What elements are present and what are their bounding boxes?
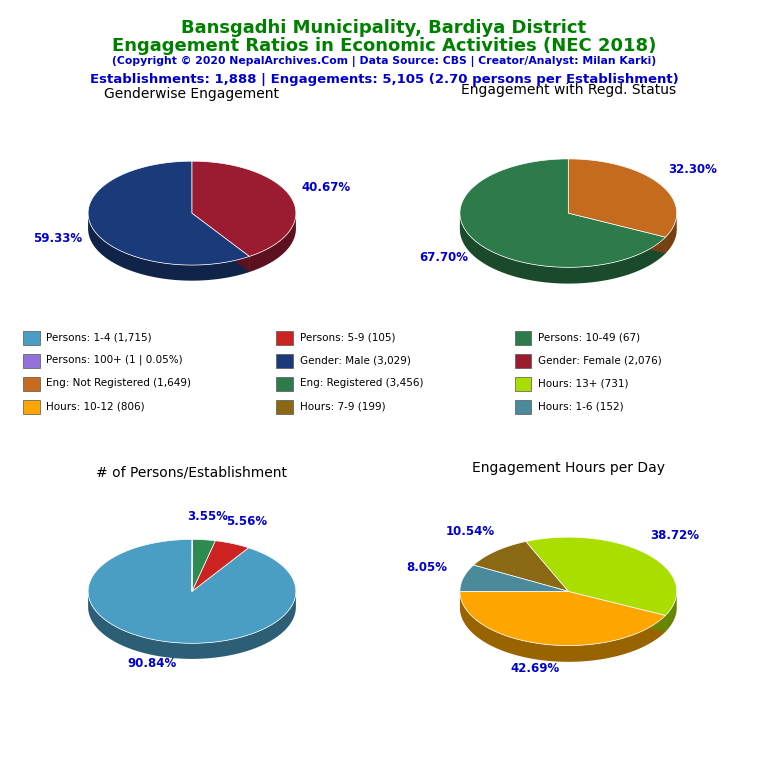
Text: 32.30%: 32.30%	[668, 163, 717, 176]
Title: Genderwise Engagement: Genderwise Engagement	[104, 87, 280, 101]
Polygon shape	[88, 591, 296, 659]
Polygon shape	[192, 541, 249, 591]
Text: Gender: Female (2,076): Gender: Female (2,076)	[538, 355, 661, 366]
Text: 38.72%: 38.72%	[650, 529, 699, 542]
Polygon shape	[568, 591, 666, 631]
Text: Eng: Not Registered (1,649): Eng: Not Registered (1,649)	[46, 378, 191, 389]
Text: 90.84%: 90.84%	[127, 657, 177, 670]
Polygon shape	[460, 159, 666, 267]
Text: 67.70%: 67.70%	[419, 250, 468, 263]
Text: 5.56%: 5.56%	[226, 515, 267, 528]
Polygon shape	[568, 214, 666, 253]
Text: Persons: 1-4 (1,715): Persons: 1-4 (1,715)	[46, 332, 152, 343]
Text: Engagement Ratios in Economic Activities (NEC 2018): Engagement Ratios in Economic Activities…	[112, 37, 656, 55]
Text: Hours: 7-9 (199): Hours: 7-9 (199)	[300, 401, 385, 412]
Text: Persons: 10-49 (67): Persons: 10-49 (67)	[538, 332, 640, 343]
Polygon shape	[192, 214, 250, 272]
Text: Gender: Male (3,029): Gender: Male (3,029)	[300, 355, 410, 366]
Text: Establishments: 1,888 | Engagements: 5,105 (2.70 persons per Establishment): Establishments: 1,888 | Engagements: 5,1…	[90, 73, 678, 86]
Text: 10.54%: 10.54%	[445, 525, 495, 538]
Polygon shape	[88, 214, 250, 280]
Text: 59.33%: 59.33%	[33, 232, 82, 245]
Title: # of Persons/Establishment: # of Persons/Establishment	[97, 465, 287, 479]
Text: Persons: 5-9 (105): Persons: 5-9 (105)	[300, 332, 395, 343]
Text: (Copyright © 2020 NepalArchives.Com | Data Source: CBS | Creator/Analyst: Milan : (Copyright © 2020 NepalArchives.Com | Da…	[112, 56, 656, 67]
Polygon shape	[250, 214, 296, 272]
Polygon shape	[460, 591, 666, 662]
Text: Hours: 1-6 (152): Hours: 1-6 (152)	[538, 401, 623, 412]
Polygon shape	[568, 214, 666, 253]
Polygon shape	[526, 537, 677, 615]
Polygon shape	[666, 591, 677, 631]
Polygon shape	[460, 214, 666, 283]
Polygon shape	[88, 161, 250, 265]
Text: Bansgadhi Municipality, Bardiya District: Bansgadhi Municipality, Bardiya District	[181, 19, 587, 37]
Text: Hours: 10-12 (806): Hours: 10-12 (806)	[46, 401, 144, 412]
Text: Persons: 100+ (1 | 0.05%): Persons: 100+ (1 | 0.05%)	[46, 355, 183, 366]
Polygon shape	[88, 539, 296, 644]
Text: 40.67%: 40.67%	[302, 181, 351, 194]
Polygon shape	[460, 565, 568, 591]
Polygon shape	[568, 591, 666, 631]
Title: Engagement with Regd. Status: Engagement with Regd. Status	[461, 83, 676, 97]
Text: 3.55%: 3.55%	[187, 510, 229, 523]
Polygon shape	[192, 161, 296, 257]
Polygon shape	[666, 214, 677, 253]
Text: Eng: Registered (3,456): Eng: Registered (3,456)	[300, 378, 423, 389]
Text: 8.05%: 8.05%	[406, 561, 447, 574]
Polygon shape	[192, 214, 250, 272]
Polygon shape	[568, 159, 677, 237]
Text: Hours: 13+ (731): Hours: 13+ (731)	[538, 378, 628, 389]
Polygon shape	[460, 591, 666, 646]
Polygon shape	[474, 541, 568, 591]
Title: Engagement Hours per Day: Engagement Hours per Day	[472, 461, 665, 475]
Polygon shape	[192, 539, 215, 591]
Text: 42.69%: 42.69%	[511, 661, 560, 674]
